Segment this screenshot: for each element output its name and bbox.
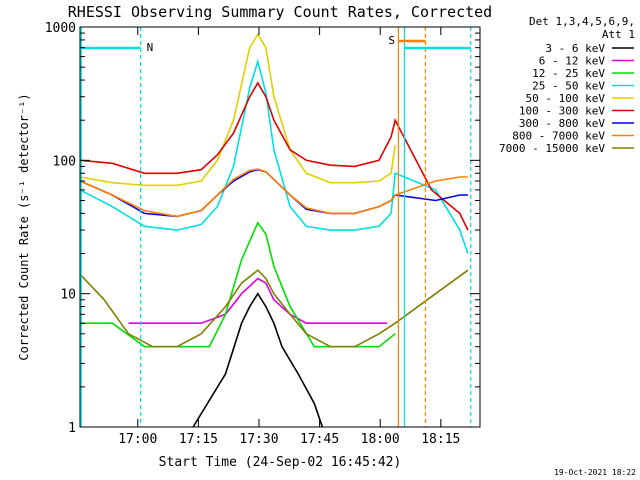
- legend-label-5: 100 - 300 keV: [519, 105, 605, 118]
- plot-frame: [79, 26, 481, 428]
- legend-header-line-2: Att 1: [602, 28, 635, 41]
- series-line-3: [79, 58, 469, 254]
- y-axis-label: Corrected Count Rate (s⁻¹ detector⁻¹): [17, 93, 31, 360]
- series-line-8: [79, 269, 469, 348]
- y-tick-label-1: 10: [60, 288, 76, 303]
- legend-label-4: 50 - 100 keV: [526, 92, 606, 105]
- series-line-1: [128, 277, 388, 325]
- x-tick-label-4: 18:00: [361, 432, 400, 447]
- x-tick-group: 17:00 17:15 17:30 17:45 18:00 18:15: [118, 27, 460, 447]
- legend-label-8: 7000 - 15000 keV: [499, 142, 605, 155]
- legend-label-7: 800 - 7000 keV: [512, 130, 605, 143]
- legend-label-3: 25 - 50 keV: [532, 80, 605, 93]
- y-tick-label-0: 1: [68, 421, 76, 436]
- x-tick-label-2: 17:30: [239, 432, 278, 447]
- series-line-0: [192, 292, 324, 428]
- x-tick-label-1: 17:15: [179, 432, 218, 447]
- series-line-7: [79, 168, 468, 218]
- marker-group: NS: [80, 27, 472, 427]
- legend-label-6: 300 - 800 keV: [519, 117, 605, 130]
- x-axis-label: Start Time (24-Sep-02 16:45:42): [159, 455, 402, 470]
- legend-header-line-1: Det 1,3,4,5,6,9,: [529, 15, 635, 28]
- series-line-5: [79, 81, 469, 231]
- series-line-2: [80, 221, 396, 348]
- footer-date: 19-Oct-2021 18:22: [554, 468, 636, 477]
- x-tick-label-0: 17:00: [118, 432, 157, 447]
- y-tick-label-3: 1000: [45, 21, 76, 36]
- y-tick-label-2: 100: [53, 154, 76, 169]
- marker-label-n: N: [147, 41, 154, 54]
- x-tick-label-5: 18:15: [421, 432, 460, 447]
- plot-series-group: [79, 32, 469, 428]
- legend-label-2: 12 - 25 keV: [532, 67, 605, 80]
- x-tick-label-3: 17:45: [300, 432, 339, 447]
- series-line-6: [79, 168, 468, 218]
- y-tick-group: 1 10 100 1000: [45, 21, 480, 436]
- legend-label-1: 6 - 12 keV: [539, 55, 606, 68]
- marker-label-s: S: [388, 34, 395, 47]
- legend-label-0: 3 - 6 keV: [545, 42, 605, 55]
- series-line-4: [79, 32, 396, 187]
- chart-title: RHESSI Observing Summary Count Rates, Co…: [68, 3, 492, 21]
